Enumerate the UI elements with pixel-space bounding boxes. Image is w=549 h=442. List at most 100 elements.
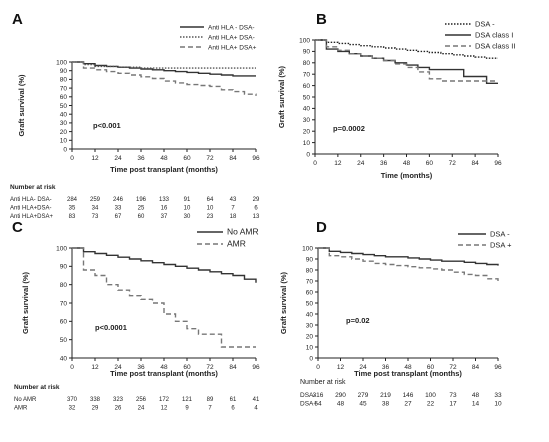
risk-cell: 196 [136,197,147,203]
panel-d: D 0 12 24 36 48 60 72 84 96 0 10 20 30 40 50 60 70 80 90 100… [279,219,512,408]
series-line-2 [318,247,499,281]
risk-cell: 259 [90,197,101,203]
y-tick-label: 70 [303,72,311,79]
risk-cell: 73 [449,392,457,399]
risk-row-label: Anti HLA+DSA+ [10,214,54,220]
legend-label-2: AMR [227,239,246,249]
x-tick-label: 24 [359,364,367,371]
x-axis-label: Time post transplant (months) [110,165,218,174]
legend-label-3: Anti HLA+ DSA+ [208,45,257,52]
risk-cell: 37 [161,214,168,220]
x-tick-label: 60 [426,160,434,167]
risk-cell: 9 [185,406,189,412]
risk-cell: 10 [207,206,214,212]
risk-cell: 284 [67,197,78,203]
y-tick-label: 80 [60,77,68,84]
risk-cell: 29 [253,197,260,203]
x-tick-label: 48 [403,160,411,167]
y-tick-label: 40 [60,112,68,119]
x-tick-label: 96 [252,155,260,162]
legend-label-1: DSA - [490,230,510,239]
risk-cell: 316 [313,392,324,399]
risk-cell: 7 [231,206,235,212]
legend-label-2: Anti HLA+ DSA- [208,35,255,42]
risk-cell: 34 [92,206,99,212]
risk-cell: 22 [427,401,435,408]
legend-label-1: Anti HLA - DSA- [208,25,255,32]
x-tick-label: 36 [137,364,145,371]
risk-row-label: AMR [14,406,28,412]
risk-cell: 219 [380,392,391,399]
y-tick-label: 20 [303,129,311,136]
series-line-2 [72,247,256,348]
y-tick-label: 40 [60,355,68,362]
panel-letter: C [12,219,23,236]
risk-cell: 7 [208,406,212,412]
risk-cell: 370 [67,397,78,403]
y-tick-label: 0 [309,355,313,362]
y-tick-label: 100 [302,245,313,252]
x-tick-label: 72 [206,155,214,162]
panel-letter: A [12,11,23,28]
risk-cell: 48 [472,392,480,399]
risk-cell: 30 [184,214,191,220]
p-value-annotation: p<0.001 [93,121,121,130]
p-value-annotation: p<0.0001 [95,323,127,332]
risk-cell: 100 [425,392,436,399]
risk-cell: 290 [335,392,346,399]
y-tick-label: 90 [60,264,68,271]
y-tick-label: 80 [306,267,314,274]
risk-cell: 73 [92,214,99,220]
x-tick-label: 0 [70,364,74,371]
x-tick-label: 36 [137,155,145,162]
x-tick-label: 24 [114,155,122,162]
x-tick-label: 84 [229,364,237,371]
x-tick-label: 48 [160,155,168,162]
x-tick-label: 36 [382,364,390,371]
risk-cell: 25 [138,206,145,212]
risk-row-label: Anti HLA- DSA- [10,197,52,203]
x-tick-label: 48 [160,364,168,371]
risk-cell: 38 [382,401,390,408]
risk-row-label: DSA+ [300,401,317,408]
y-tick-label: 30 [306,322,314,329]
y-axis-label: Graft survival (%) [277,65,286,128]
x-axis-label: Time (months) [381,171,433,180]
y-axis-label: Graft survival (%) [21,271,30,334]
risk-cell: 43 [230,197,237,203]
p-value-annotation: p=0.02 [346,316,370,325]
y-tick-label: 100 [299,37,310,44]
x-tick-label: 24 [114,364,122,371]
x-tick-label: 0 [316,364,320,371]
risk-row-label: DSA- [300,392,316,399]
risk-cell: 14 [472,401,480,408]
p-value-annotation: p=0.0002 [333,124,365,133]
risk-cell: 16 [161,206,168,212]
legend-label-3: DSA class II [475,42,515,51]
x-tick-label: 24 [357,160,365,167]
x-tick-label: 60 [427,364,435,371]
legend-label-1: No AMR [227,227,259,237]
x-tick-label: 12 [334,160,342,167]
y-tick-label: 100 [56,59,67,66]
risk-cell: 64 [207,197,214,203]
risk-cell: 13 [253,214,260,220]
x-tick-label: 48 [404,364,412,371]
y-tick-label: 70 [306,278,314,285]
risk-cell: 133 [159,197,170,203]
y-tick-label: 30 [60,120,68,127]
risk-cell: 61 [230,397,237,403]
risk-cell: 83 [69,214,76,220]
x-axis-label: Time post transplant (months) [354,369,462,378]
x-tick-label: 60 [183,364,191,371]
risk-cell: 12 [161,406,168,412]
panel-b: B 0 12 24 36 48 60 72 84 96 0 10 20 30 40 50 60 70 80 90 100… [277,11,515,180]
series-line-1 [72,61,256,77]
y-tick-label: 0 [306,151,310,158]
panel-letter: D [316,219,327,236]
y-tick-label: 50 [60,337,68,344]
y-tick-label: 80 [303,60,311,67]
risk-cell: 246 [113,197,124,203]
panel-letter: B [316,11,327,28]
